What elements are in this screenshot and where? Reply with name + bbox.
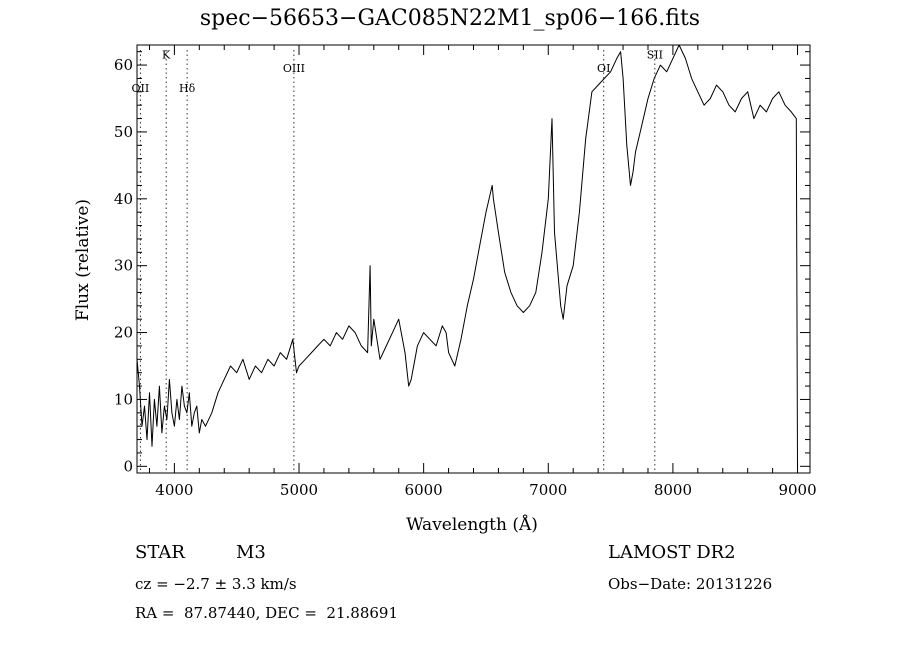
coordinates: RA = 87.87440, DEC = 21.88691	[135, 604, 399, 622]
spectrum-line	[136, 44, 798, 467]
spectral-line-label: Hδ	[179, 82, 196, 95]
y-axis-label: Flux (relative)	[73, 199, 93, 321]
ticks-layer: 4000 5000 6000 7000 8000 9000 0 10 20 30 40 50 60	[114, 45, 817, 499]
y-tick-label: 60	[114, 56, 133, 74]
x-tick-label: 6000	[405, 481, 443, 499]
x-axis-label: Wavelength (Å)	[406, 514, 538, 535]
redshift-readout: cz = −2.7 ± 3.3 km/s	[135, 575, 297, 593]
series-layer	[136, 44, 798, 467]
obs-date: Obs−Date: 20131226	[608, 575, 773, 593]
object-class: STAR	[135, 542, 185, 563]
spectral-line-label: K	[162, 48, 171, 61]
y-tick-label: 20	[114, 324, 133, 342]
y-tick-label: 50	[114, 123, 133, 141]
x-tick-label: 4000	[155, 481, 193, 499]
x-tick-label: 8000	[654, 481, 692, 499]
x-tick-label: 7000	[529, 481, 567, 499]
spectral-line-label: OII	[132, 82, 150, 95]
spectral-line-label: SII	[647, 48, 663, 61]
survey-name: LAMOST DR2	[608, 542, 736, 563]
chart-title: spec−56653−GAC085N22M1_sp06−166.fits	[199, 6, 701, 31]
spectral-line-label: OIII	[283, 62, 305, 75]
plot-frame	[136, 44, 811, 474]
spectral-lines-layer: OII K Hδ OIII OI SII	[132, 48, 663, 473]
subclass: M3	[236, 542, 266, 563]
y-tick-label: 10	[114, 390, 133, 408]
x-tick-label: 5000	[280, 481, 318, 499]
x-tick-label: 9000	[778, 481, 816, 499]
y-tick-label: 40	[114, 190, 133, 208]
spectral-line-label: OI	[597, 62, 610, 75]
y-tick-label: 30	[114, 257, 133, 275]
y-tick-label: 0	[123, 457, 133, 475]
axes-layer	[136, 44, 811, 474]
